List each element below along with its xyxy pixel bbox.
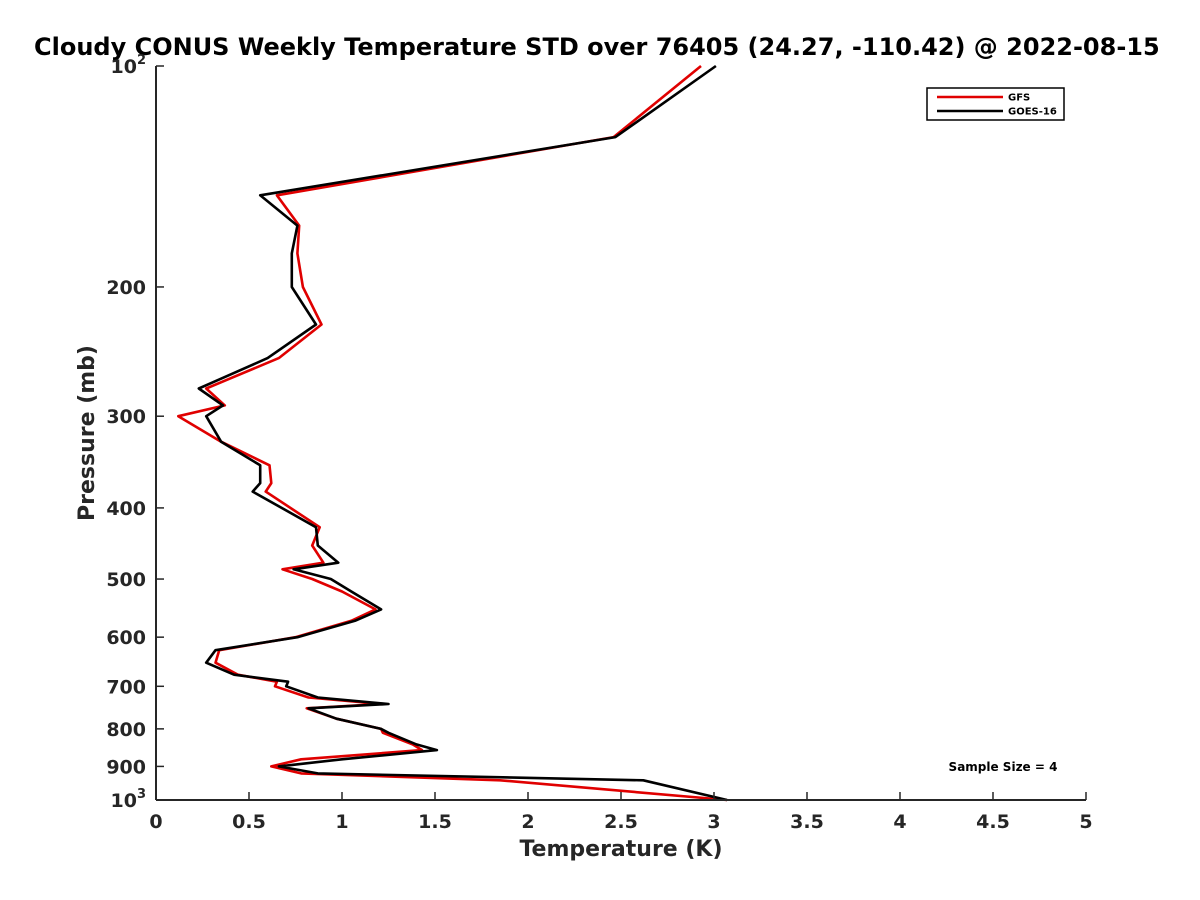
legend: GFS GOES-16	[926, 87, 1065, 121]
y-tick-label: 102	[111, 53, 147, 78]
series-line-gfs	[177, 64, 728, 802]
chart-title: Cloudy CONUS Weekly Temperature STD over…	[34, 33, 1160, 61]
plot-area: 0 0.5 1 1.5 2 2.5 3 3.5 4 4.5 5 102 200 300 400 500 600…	[106, 53, 1092, 833]
y-ticks: 102 200 300 400 500 600 700 800 900 103	[106, 53, 164, 812]
y-tick-label: 200	[106, 277, 146, 299]
series-group	[177, 64, 728, 802]
x-tick-label: 1.5	[418, 811, 452, 833]
x-tick-label: 3.5	[790, 811, 824, 833]
x-tick-label: 0.5	[232, 811, 266, 833]
x-tick-label: 3	[707, 811, 720, 833]
legend-entries: GFS GOES-16	[937, 93, 1057, 118]
legend-label: GOES-16	[1008, 107, 1057, 118]
y-tick-label: 103	[111, 787, 147, 812]
y-tick-label: 600	[106, 627, 146, 649]
x-tick-label: 1	[335, 811, 348, 833]
x-tick-label: 0	[149, 811, 162, 833]
y-tick-label: 700	[106, 676, 146, 698]
x-axis-label: Temperature (K)	[519, 837, 722, 862]
series-line-goes-16	[197, 64, 728, 802]
y-tick-label: 300	[106, 406, 146, 428]
x-ticks: 0 0.5 1 1.5 2 2.5 3 3.5 4 4.5 5	[149, 792, 1093, 833]
y-tick-label: 400	[106, 498, 146, 520]
x-tick-label: 4	[893, 811, 906, 833]
x-tick-label: 5	[1079, 811, 1092, 833]
y-axis-label: Pressure (mb)	[75, 345, 100, 521]
y-tick-label: 500	[106, 569, 146, 591]
x-tick-label: 2	[521, 811, 534, 833]
y-tick-label: 800	[106, 719, 146, 741]
y-tick-label: 900	[106, 756, 146, 778]
sample-size-annotation: Sample Size = 4	[949, 760, 1058, 774]
x-tick-label: 4.5	[976, 811, 1010, 833]
x-tick-label: 2.5	[604, 811, 638, 833]
legend-label: GFS	[1008, 93, 1030, 104]
legend-box	[926, 87, 1065, 121]
